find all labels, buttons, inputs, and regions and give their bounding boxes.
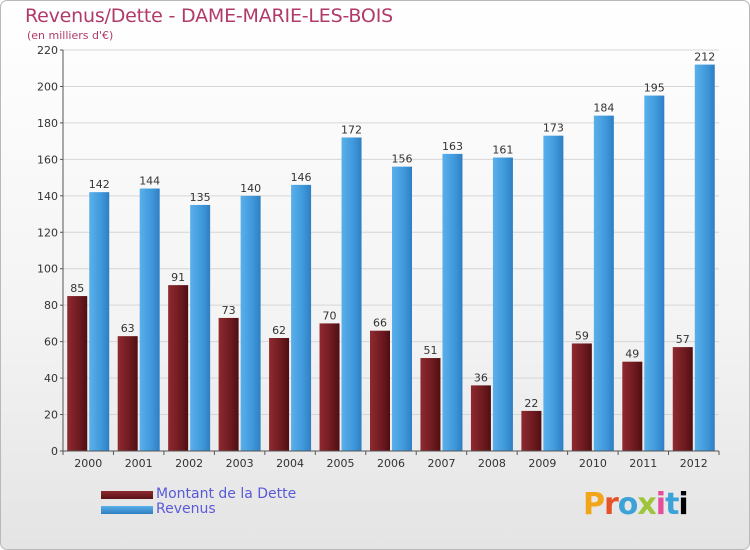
x-tick-label-2007: 2007: [427, 457, 455, 470]
legend-label-revenus: Revenus: [156, 501, 216, 517]
data-label-dette-2006: 66: [373, 317, 387, 330]
legend-label-dette: Montant de la Dette: [156, 486, 297, 502]
y-tick-label: 40: [44, 372, 58, 385]
data-labels: 85 142 63 144 91 135 73 140 62 146 70 172 66 156 51 163…: [70, 51, 715, 410]
data-label-revenus-2001: 144: [139, 175, 160, 188]
y-tick-label: 120: [37, 226, 58, 239]
bar-dette-2003: [218, 317, 239, 451]
bar-dette-2007: [420, 358, 441, 451]
y-tick-label: 200: [37, 80, 58, 93]
bar-revenus-2011: [644, 95, 665, 452]
x-tick-label-2001: 2001: [125, 457, 153, 470]
x-tick-label-2010: 2010: [579, 457, 607, 470]
bar-revenus-2002: [190, 204, 211, 451]
legend-swatch-dette: [101, 490, 153, 499]
bar-dette-2001: [117, 336, 138, 451]
data-label-revenus-2005: 172: [341, 123, 362, 136]
bar-revenus-2000: [89, 192, 110, 451]
data-label-revenus-2007: 163: [442, 140, 463, 153]
legend: Montant de la Dette Revenus: [101, 487, 296, 517]
y-tick-label: 80: [44, 299, 58, 312]
x-tick-label-2008: 2008: [478, 457, 506, 470]
data-label-dette-2012: 57: [676, 333, 690, 346]
legend-item-revenus: Revenus: [101, 502, 296, 517]
y-tick-label: 140: [37, 190, 58, 203]
bar-revenus-2010: [593, 115, 614, 452]
data-label-dette-2002: 91: [171, 271, 185, 284]
bar-revenus-2008: [492, 157, 513, 452]
axes: 0 20 40 60 80 100 120 140 160 180 200 220 2000 2001 20…: [37, 44, 720, 470]
x-tick-label-2003: 2003: [226, 457, 254, 470]
data-label-revenus-2000: 142: [89, 178, 110, 191]
bar-revenus-2012: [694, 64, 715, 451]
bar-revenus-2003: [240, 195, 261, 451]
x-tick-label-2004: 2004: [276, 457, 304, 470]
x-tick-label-2012: 2012: [680, 457, 708, 470]
data-label-revenus-2002: 135: [190, 191, 211, 204]
data-label-dette-2004: 62: [272, 324, 286, 337]
data-label-dette-2000: 85: [70, 282, 84, 295]
bar-revenus-2009: [543, 135, 564, 451]
x-tick-label-2009: 2009: [528, 457, 556, 470]
x-tick-label-2006: 2006: [377, 457, 405, 470]
x-tick-label-2000: 2000: [74, 457, 102, 470]
data-label-dette-2008: 36: [474, 371, 488, 384]
data-label-revenus-2004: 146: [291, 171, 312, 184]
x-tick-label-2005: 2005: [327, 457, 355, 470]
y-tick-label: 180: [37, 117, 58, 130]
bar-dette-2011: [622, 361, 643, 451]
data-label-dette-2007: 51: [423, 344, 437, 357]
bar-dette-2006: [370, 330, 390, 451]
y-tick-label: 60: [44, 336, 58, 349]
bar-dette-2004: [269, 337, 290, 451]
bar-revenus-2004: [291, 184, 312, 451]
bar-dette-2008: [470, 385, 491, 451]
x-tick-label-2002: 2002: [175, 457, 203, 470]
data-label-revenus-2009: 173: [543, 122, 564, 135]
legend-swatch-revenus: [101, 505, 153, 514]
bar-dette-2005: [319, 323, 340, 451]
grid-lines: [63, 49, 719, 416]
data-label-revenus-2006: 156: [392, 153, 413, 166]
bar-revenus-2001: [139, 188, 160, 451]
y-tick-label: 220: [37, 44, 58, 57]
data-label-dette-2005: 70: [323, 309, 337, 322]
bar-revenus-2006: [392, 166, 412, 451]
chart-subtitle: (en milliers d'€): [27, 29, 114, 42]
data-label-revenus-2008: 161: [492, 144, 513, 157]
bar-dette-2012: [672, 347, 693, 451]
bar-dette-2010: [571, 343, 592, 451]
bar-revenus-2005: [341, 137, 362, 451]
bars: [67, 64, 715, 452]
y-tick-label: 160: [37, 153, 58, 166]
data-label-dette-2011: 49: [625, 348, 639, 361]
chart-title: Revenus/Dette - DAME-MARIE-LES-BOIS: [25, 5, 393, 27]
y-tick-label: 0: [51, 445, 58, 458]
data-label-dette-2009: 22: [524, 397, 538, 410]
bar-revenus-2007: [442, 153, 463, 452]
bar-dette-2009: [521, 410, 542, 451]
legend-item-dette: Montant de la Dette: [101, 487, 296, 502]
data-label-revenus-2011: 195: [644, 82, 665, 95]
y-tick-label: 20: [44, 409, 58, 422]
proxiti-logo: Proxiti: [583, 487, 689, 522]
data-label-dette-2010: 59: [575, 329, 589, 342]
bar-dette-2000: [67, 296, 88, 451]
x-tick-label-2011: 2011: [629, 457, 657, 470]
data-label-revenus-2003: 140: [240, 182, 261, 195]
data-label-revenus-2012: 212: [694, 51, 715, 64]
data-label-revenus-2010: 184: [593, 102, 614, 115]
bar-dette-2002: [168, 285, 189, 451]
data-label-dette-2003: 73: [222, 304, 236, 317]
y-tick-label: 100: [37, 263, 58, 276]
data-label-dette-2001: 63: [121, 322, 135, 335]
